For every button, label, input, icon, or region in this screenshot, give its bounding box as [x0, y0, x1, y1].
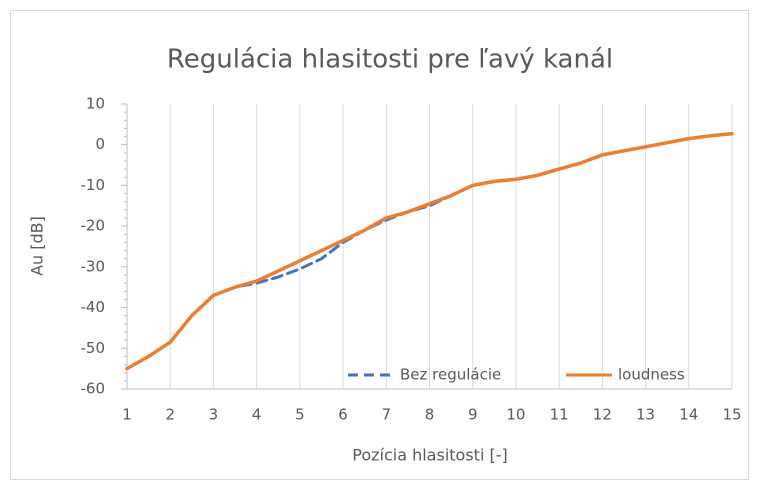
y-tick-label: 0 [95, 135, 105, 153]
y-tick-label: -40 [81, 298, 106, 316]
x-tick-label: 2 [165, 406, 175, 424]
x-tick-label: 14 [679, 406, 698, 424]
x-tick-label: 4 [252, 406, 262, 424]
x-tick-label: 5 [295, 406, 305, 424]
y-tick-label: -30 [81, 257, 106, 275]
x-tick-label: 3 [209, 406, 219, 424]
x-tick-label: 1 [122, 406, 132, 424]
x-tick-label: 15 [722, 406, 741, 424]
y-tick-label: -20 [81, 217, 106, 235]
x-tick-label: 9 [468, 406, 478, 424]
x-tick-label: 8 [425, 406, 435, 424]
x-tick-label: 10 [506, 406, 525, 424]
x-axis-label: Pozícia hlasitosti [-] [352, 446, 507, 465]
x-tick-label: 13 [636, 406, 655, 424]
y-tick-label: -10 [81, 176, 106, 194]
legend-label: loudness [618, 366, 685, 384]
x-tick-label: 7 [382, 406, 392, 424]
x-tick-label: 12 [593, 406, 612, 424]
x-tick-label: 11 [550, 406, 569, 424]
series-line [125, 131, 734, 371]
legend-label: Bez regulácie [400, 366, 501, 384]
chart-frame [10, 10, 749, 480]
chart-title: Regulácia hlasitosti pre ľavý kanál [167, 45, 613, 75]
y-tick-label: -50 [81, 339, 106, 357]
y-tick-label: -60 [81, 380, 106, 398]
y-axis-label: Au [dB] [28, 216, 47, 276]
y-tick-label: 10 [86, 95, 105, 113]
x-tick-label: 6 [338, 406, 348, 424]
